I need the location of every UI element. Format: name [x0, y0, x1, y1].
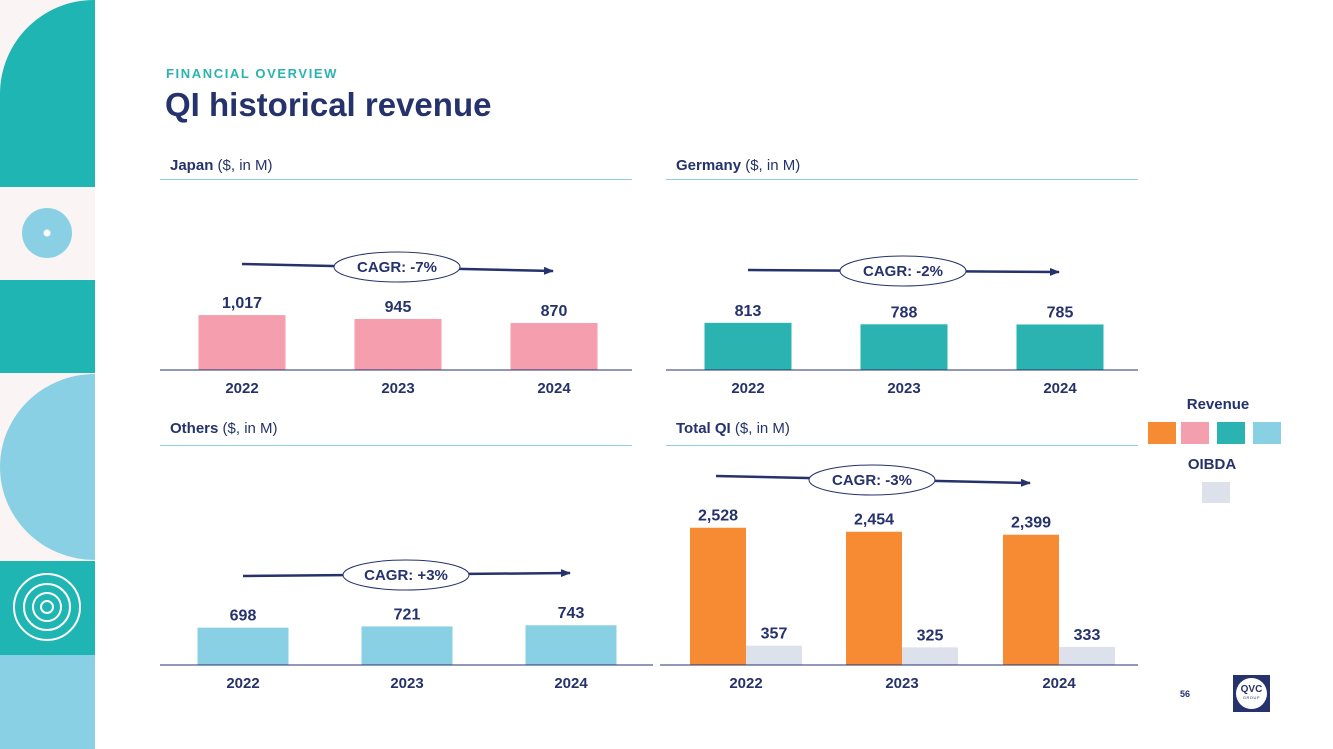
teal-quarter-shape [0, 0, 95, 187]
total-cagr-label: CAGR: -3% [832, 472, 912, 489]
others-tick-label-2024: 2024 [554, 675, 588, 692]
total-data-label-revenue-2022: 2,528 [698, 508, 738, 525]
japan-title-rule [160, 179, 632, 180]
others-data-label-revenue-2024: 743 [558, 605, 585, 622]
others-data-label-revenue-2022: 698 [230, 608, 257, 625]
germany-bar-revenue-2022 [704, 322, 792, 370]
total-tick-label-2023: 2023 [885, 675, 918, 692]
total-chart-title: Total QI ($, in M) [676, 420, 790, 437]
total-bar-oibda-2024 [1059, 646, 1115, 665]
total-cagr-oval [808, 464, 936, 496]
others-bar-revenue-2022 [197, 627, 289, 665]
germany-bar-revenue-2023 [860, 324, 948, 370]
japan-cagr-oval [333, 251, 461, 283]
germany-tick-label-2023: 2023 [887, 380, 920, 397]
total-title-rule [666, 445, 1138, 446]
section-kicker: FINANCIAL OVERVIEW [166, 66, 339, 81]
germany-cagr-oval [839, 255, 967, 287]
japan-tick-label-2024: 2024 [537, 380, 571, 397]
page-title: QI historical revenue [165, 86, 492, 123]
germany-tick-label-2022: 2022 [731, 380, 764, 397]
total-bar-revenue-2023 [846, 531, 902, 665]
japan-bar-revenue-2022 [198, 315, 286, 370]
page-number: 56 [1180, 689, 1191, 699]
japan-bar-revenue-2024 [510, 323, 598, 370]
blue-half-circle-shape [0, 374, 95, 560]
japan-chart-title: Japan ($, in M) [170, 157, 273, 174]
others-tick-label-2023: 2023 [390, 675, 423, 692]
japan-data-label-revenue-2022: 1,017 [222, 295, 262, 312]
germany-title-rule [666, 179, 1138, 180]
decorative-sidebar [0, 0, 95, 749]
others-title-rule [160, 445, 632, 446]
legend-oibda-label: OIBDA [1187, 456, 1237, 473]
germany-chart-title: Germany ($, in M) [676, 157, 801, 174]
others-bar-revenue-2023 [361, 626, 453, 665]
logo-subtext: GROUP [1242, 695, 1261, 700]
total-bar-oibda-2023 [902, 647, 958, 665]
germany-tick-label-2024: 2024 [1043, 380, 1077, 397]
others-cagr-oval [342, 559, 470, 591]
total-bar-revenue-2022 [690, 527, 746, 665]
others-data-label-revenue-2023: 721 [394, 606, 421, 623]
total-tick-label-2022: 2022 [729, 675, 762, 692]
others-bar-revenue-2024 [525, 625, 617, 665]
total-data-label-oibda-2023: 325 [917, 627, 944, 644]
logo-text: QVC [1240, 684, 1263, 695]
germany-data-label-revenue-2024: 785 [1047, 304, 1074, 321]
total-data-label-oibda-2024: 333 [1074, 627, 1101, 644]
total-tick-label-2024: 2024 [1042, 675, 1076, 692]
legend-revenue-label: Revenue [1186, 396, 1250, 413]
japan-bar-revenue-2023 [354, 318, 442, 370]
legend-swatch-gray [1202, 482, 1230, 503]
total-bar-revenue-2024 [1003, 534, 1059, 665]
japan-data-label-revenue-2024: 870 [541, 303, 568, 320]
germany-cagr-label: CAGR: -2% [863, 263, 943, 280]
concentric-rings-icon [13, 573, 81, 641]
teal-block-shape [0, 280, 95, 373]
total-data-label-oibda-2022: 357 [761, 626, 788, 643]
germany-bar-revenue-2024 [1016, 324, 1104, 370]
others-tick-label-2022: 2022 [226, 675, 259, 692]
total-bar-oibda-2022 [746, 645, 802, 665]
legend-swatch-pink [1181, 422, 1209, 444]
japan-cagr-label: CAGR: -7% [357, 259, 437, 276]
legend-swatch-teal [1217, 422, 1245, 444]
germany-data-label-revenue-2023: 788 [891, 304, 918, 321]
legend-swatch-orange [1148, 422, 1176, 444]
qvc-logo: QVC GROUP [1233, 675, 1270, 712]
japan-tick-label-2023: 2023 [381, 380, 414, 397]
others-chart-title: Others ($, in M) [170, 420, 278, 437]
japan-data-label-revenue-2023: 945 [385, 299, 412, 316]
total-data-label-revenue-2023: 2,454 [854, 512, 894, 529]
total-data-label-revenue-2024: 2,399 [1011, 515, 1051, 532]
blue-bottom-block [0, 655, 95, 749]
others-cagr-label: CAGR: +3% [364, 567, 448, 584]
japan-tick-label-2022: 2022 [225, 380, 258, 397]
germany-data-label-revenue-2022: 813 [735, 303, 762, 320]
legend-swatch-blue [1253, 422, 1281, 444]
